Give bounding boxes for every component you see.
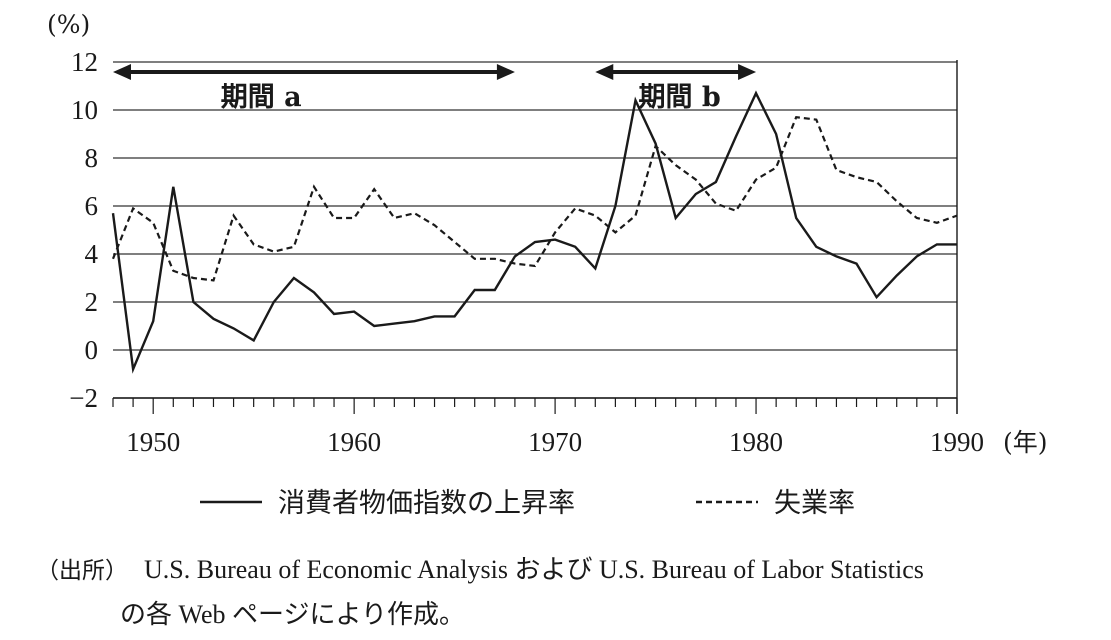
y-axis-ticks: 12 10 8 6 4 2 0 −2 [69,47,98,413]
unemployment-rate-line [111,116,958,282]
y-axis-unit: (%) [47,10,90,39]
source-line-2: の各 Web ページにより作成。 [120,600,465,629]
source-label: （出所） [36,558,128,584]
x-axis-ticks: 1950 1960 1970 1980 1990 [126,427,984,457]
x-tick-label: 1950 [126,427,180,457]
legend: 消費者物価指数の上昇率 失業率 [200,488,855,519]
legend-label-unemployment: 失業率 [774,488,855,519]
legend-label-cpi: 消費者物価指数の上昇率 [278,488,575,519]
arrow-head-right [496,64,515,80]
period-arrow: 期間 b [595,64,757,113]
period-label: 期間 b [639,82,721,113]
y-tick-label: 12 [71,47,98,77]
y-tick-label: −2 [69,383,98,413]
y-tick-label: 6 [85,191,99,221]
y-tick-label: 0 [85,335,99,365]
source-note: （出所） U.S. Bureau of Economic Analysis および… [36,548,1106,636]
y-tick-label: 8 [85,143,99,173]
x-tick-label: 1980 [729,427,783,457]
y-tick-label: 10 [71,95,98,125]
period-arrow: 期間 a [113,64,515,113]
x-tick-label: 1990 [930,427,984,457]
x-tick-label: 1960 [327,427,381,457]
gridlines [113,61,957,399]
arrow-head-right [738,64,757,80]
y-tick-label: 2 [85,287,99,317]
source-line-1: U.S. Bureau of Economic Analysis および U.S… [144,555,924,584]
cpi-inflation-line [111,90,957,374]
axes [112,60,958,414]
period-label: 期間 a [221,82,302,113]
period-arrows: 期間 a 期間 b [113,64,757,113]
series-lines [111,90,958,374]
arrow-head-left [595,64,614,80]
arrow-head-left [113,64,131,80]
x-axis-unit: (年) [1003,428,1048,457]
x-tick-label: 1970 [528,427,582,457]
y-tick-label: 4 [85,239,99,269]
